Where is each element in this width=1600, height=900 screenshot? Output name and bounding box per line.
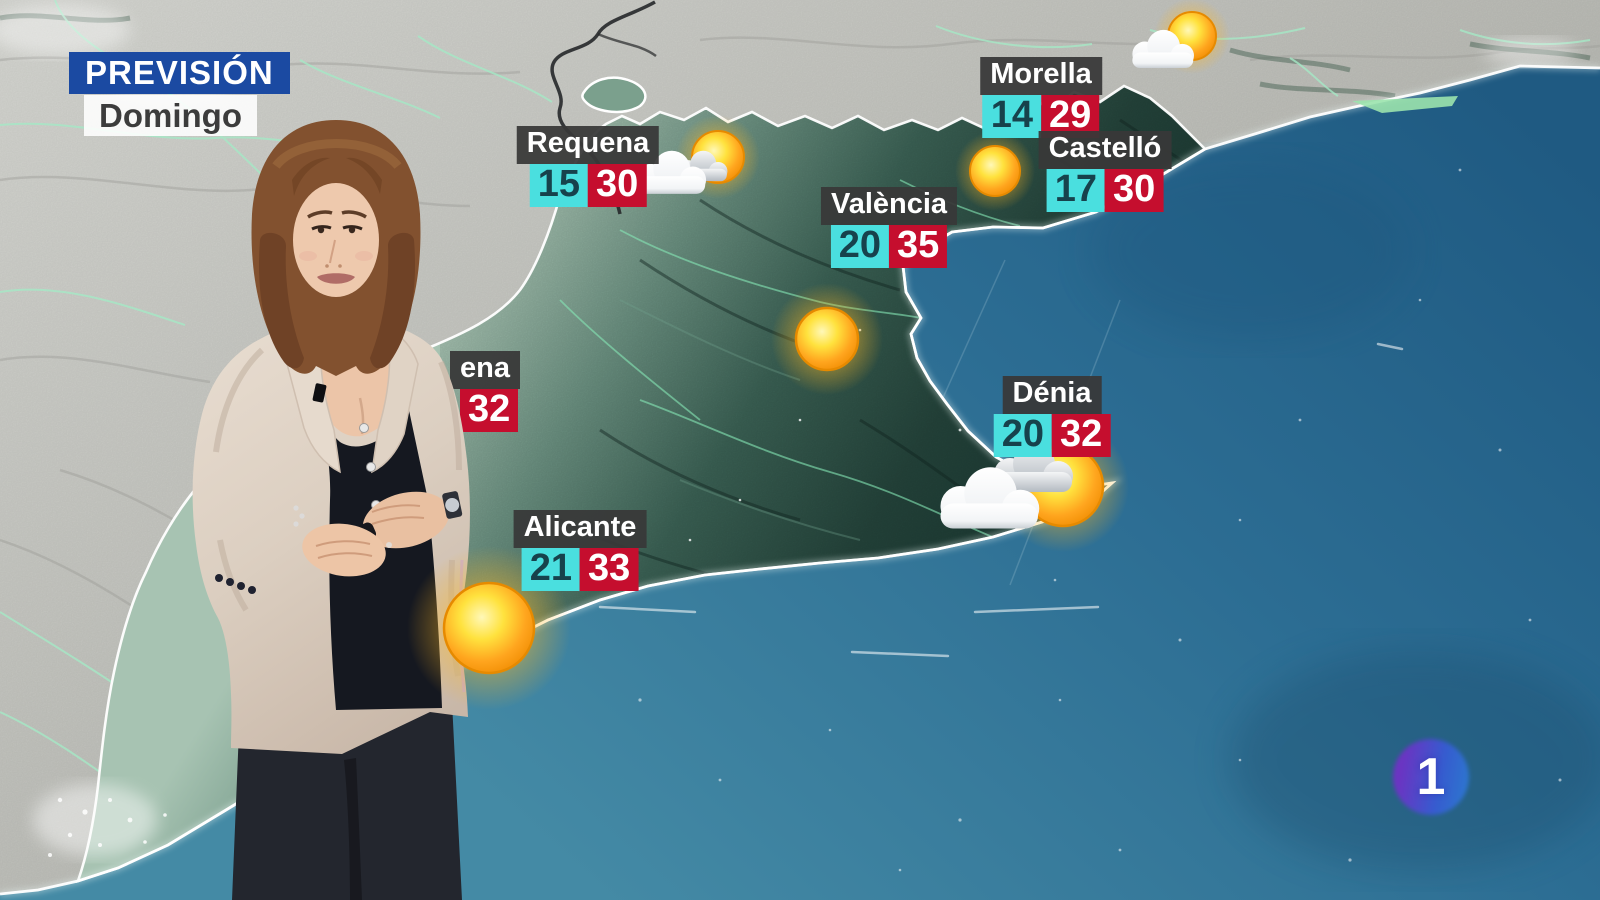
city-name: ena xyxy=(450,351,520,389)
city-name: Alicante xyxy=(513,510,647,548)
cuff-buttons xyxy=(215,574,256,594)
city-name: Requena xyxy=(516,126,660,164)
city-min-temp: 14 xyxy=(982,94,1041,138)
sun-icon xyxy=(969,145,1021,197)
city-max-temp: 33 xyxy=(579,547,639,591)
forecast-day: Domingo xyxy=(84,95,257,136)
city-label-alicante: Alicante 21 33 xyxy=(513,510,647,591)
bracelet xyxy=(293,505,305,527)
logo-disc xyxy=(1393,739,1469,815)
icon-sun-clouds-requena xyxy=(636,115,760,199)
city-name: Morella xyxy=(980,57,1102,95)
presenter-hands xyxy=(293,491,463,577)
channel-logo-la1: 1 xyxy=(1393,739,1469,815)
city-min-temp: 20 xyxy=(993,413,1052,457)
city-max-temp: 32 xyxy=(1052,413,1111,457)
city-label-partial: ena 32 xyxy=(450,351,520,432)
city-max-temp: 32 xyxy=(460,388,519,432)
city-min-temp: 20 xyxy=(830,224,889,268)
presenter-features xyxy=(299,210,373,284)
ademuz-exclave xyxy=(581,76,647,114)
sea-specks xyxy=(638,168,1562,872)
city-label-valencia: València 20 35 xyxy=(820,187,958,268)
city-name: Dénia xyxy=(1002,376,1102,414)
icon-sunny-castello xyxy=(955,131,1035,211)
city-name: València xyxy=(820,187,958,225)
ebro-delta xyxy=(1352,96,1458,113)
lapel-mic xyxy=(312,383,327,403)
forecast-kicker: PREVISIÓN xyxy=(69,52,290,94)
logo-number: 1 xyxy=(1416,748,1446,806)
city-min-temp: 21 xyxy=(521,547,580,591)
city-max-temp: 30 xyxy=(1104,168,1164,212)
sun-icon xyxy=(442,581,536,675)
city-min-temp: 15 xyxy=(529,163,588,207)
city-label-requena: Requena 15 30 xyxy=(516,126,660,207)
ring xyxy=(386,542,392,548)
city-label-morella: Morella 14 29 xyxy=(980,57,1102,138)
wristwatch xyxy=(442,491,463,519)
city-name: Castelló xyxy=(1038,131,1172,169)
city-max-temp: 29 xyxy=(1041,94,1100,138)
sun-icon xyxy=(794,306,860,372)
city-label-castello: Castelló 17 30 xyxy=(1038,131,1172,212)
city-label-denia: Dénia 20 32 xyxy=(993,376,1111,457)
urban-areas xyxy=(33,784,167,857)
city-min-temp: 17 xyxy=(1046,168,1105,212)
icon-sunny-interior xyxy=(771,283,883,395)
icon-sun-cloud-north xyxy=(1132,0,1230,74)
presenter-trousers xyxy=(232,702,462,900)
city-max-temp: 35 xyxy=(889,224,948,268)
city-max-temp: 30 xyxy=(587,163,647,207)
sea-streaks xyxy=(598,342,1404,658)
